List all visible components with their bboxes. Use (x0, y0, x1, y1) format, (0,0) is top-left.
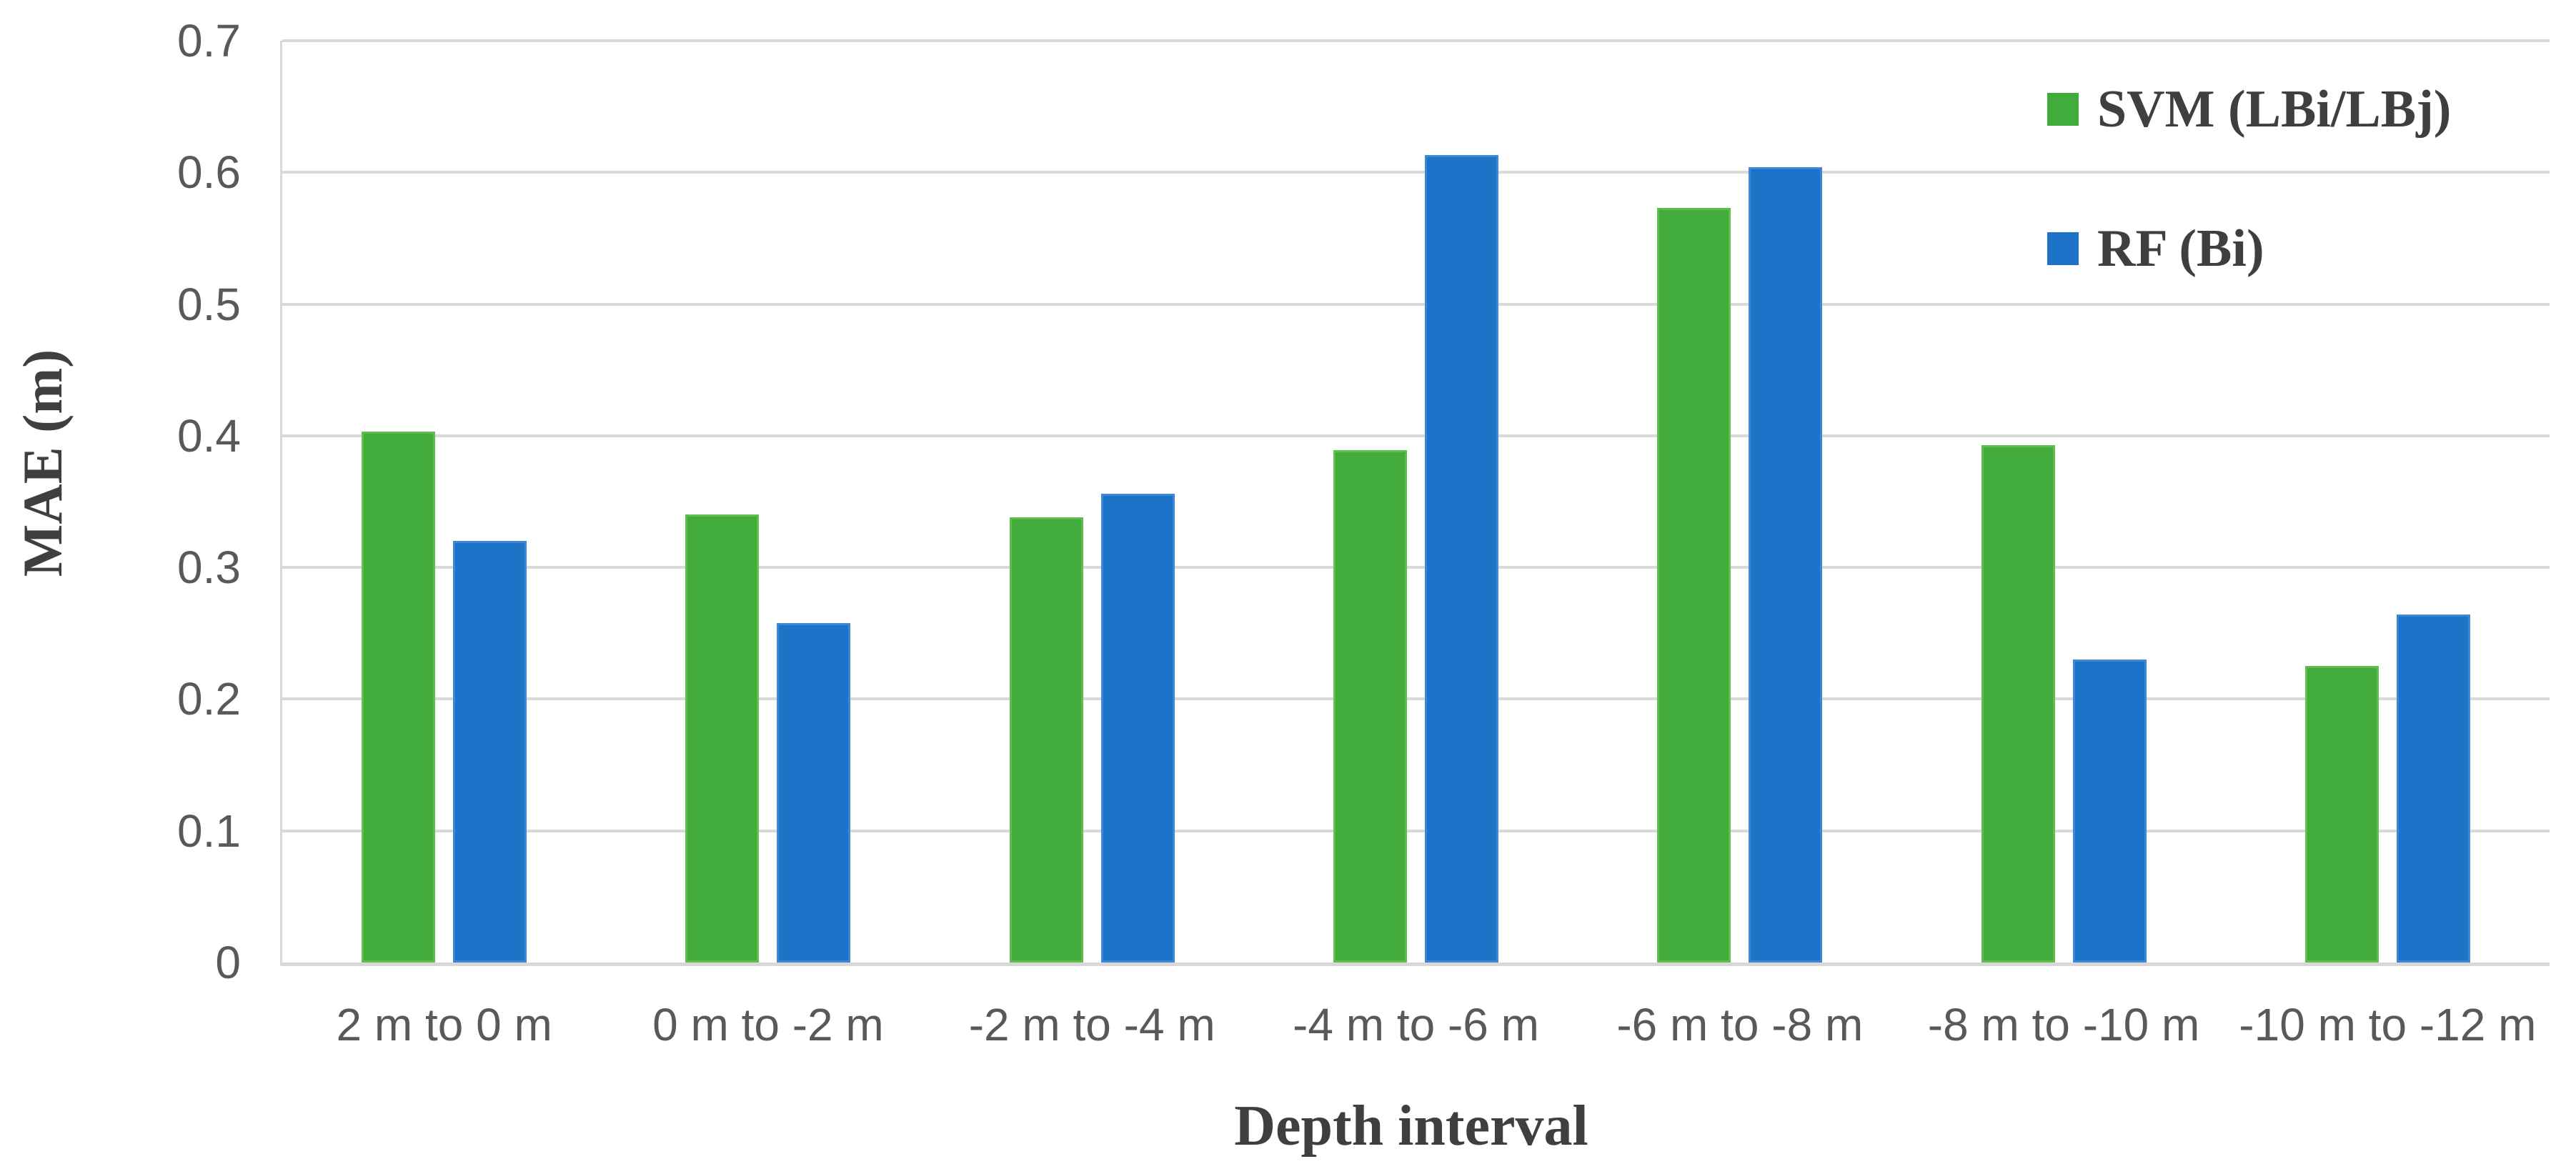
bar-rf-bi-8-m-to-10-m (2072, 660, 2147, 962)
y-tick-label-0.1: 0.1 (177, 805, 241, 857)
bar-svm-lbi-lbj-6-m-to-8-m (1657, 208, 1731, 962)
bar-svm-lbi-lbj-2-m-to-4-m (1009, 517, 1083, 962)
bar-rf-bi-10-m-to-12-m (2396, 615, 2470, 962)
legend-label-rf: RF (Bi) (2097, 219, 2264, 278)
bar-svm-lbi-lbj-2-m-to-0-m (362, 432, 436, 962)
y-tick-label-0.2: 0.2 (177, 673, 241, 725)
bar-svm-lbi-lbj-0-m-to-2-m (685, 514, 760, 962)
y-tick-label-0.6: 0.6 (177, 146, 241, 199)
y-tick-label-0.5: 0.5 (177, 278, 241, 330)
bar-rf-bi-0-m-to-2-m (777, 622, 851, 962)
gridline-0.1 (282, 829, 2550, 832)
bar-rf-bi-2-m-to-4-m (1100, 493, 1175, 962)
x-tick-label-0-m-to-2-m: 0 m to -2 m (652, 999, 884, 1050)
x-tick-label-2-m-to-4-m: -2 m to -4 m (968, 999, 1215, 1050)
x-tick-label-4-m-to-6-m: -4 m to -6 m (1293, 999, 1539, 1050)
y-tick-label-0.4: 0.4 (177, 409, 241, 462)
gridline-0.6 (282, 171, 2550, 174)
bar-rf-bi-2-m-to-0-m (453, 541, 527, 962)
legend-entry-svm: SVM (LBi/LBj) (2047, 80, 2452, 139)
y-axis-title: MAE (m) (11, 349, 74, 577)
legend-swatch-rf-icon (2047, 232, 2079, 265)
bar-rf-bi-4-m-to-6-m (1425, 155, 1498, 962)
x-axis-title: Depth interval (1234, 1095, 1588, 1158)
bar-svm-lbi-lbj-8-m-to-10-m (1981, 444, 2055, 962)
gridline-0.2 (282, 697, 2550, 701)
legend-entry-rf: RF (Bi) (2047, 219, 2264, 278)
bar-rf-bi-6-m-to-8-m (1749, 166, 1823, 962)
gridline-0.3 (282, 566, 2550, 569)
gridline-0 (282, 962, 2550, 966)
x-tick-label-2-m-to-0-m: 2 m to 0 m (336, 999, 552, 1050)
x-tick-label-10-m-to-12-m: -10 m to -12 m (2239, 999, 2537, 1050)
gridline-0.7 (282, 39, 2550, 42)
y-tick-label-0.7: 0.7 (177, 15, 241, 66)
bar-svm-lbi-lbj-4-m-to-6-m (1333, 450, 1407, 962)
y-axis-line (280, 41, 282, 966)
y-tick-label-0.3: 0.3 (177, 542, 241, 594)
y-tick-label-0: 0 (215, 937, 241, 988)
x-tick-label-8-m-to-10-m: -8 m to -10 m (1927, 999, 2200, 1050)
legend-swatch-svm-icon (2047, 93, 2079, 126)
gridline-0.5 (282, 302, 2550, 306)
legend-label-svm: SVM (LBi/LBj) (2097, 80, 2452, 139)
bar-svm-lbi-lbj-10-m-to-12-m (2304, 666, 2379, 962)
gridline-0.4 (282, 434, 2550, 437)
x-tick-label-6-m-to-8-m: -6 m to -8 m (1616, 999, 1864, 1050)
